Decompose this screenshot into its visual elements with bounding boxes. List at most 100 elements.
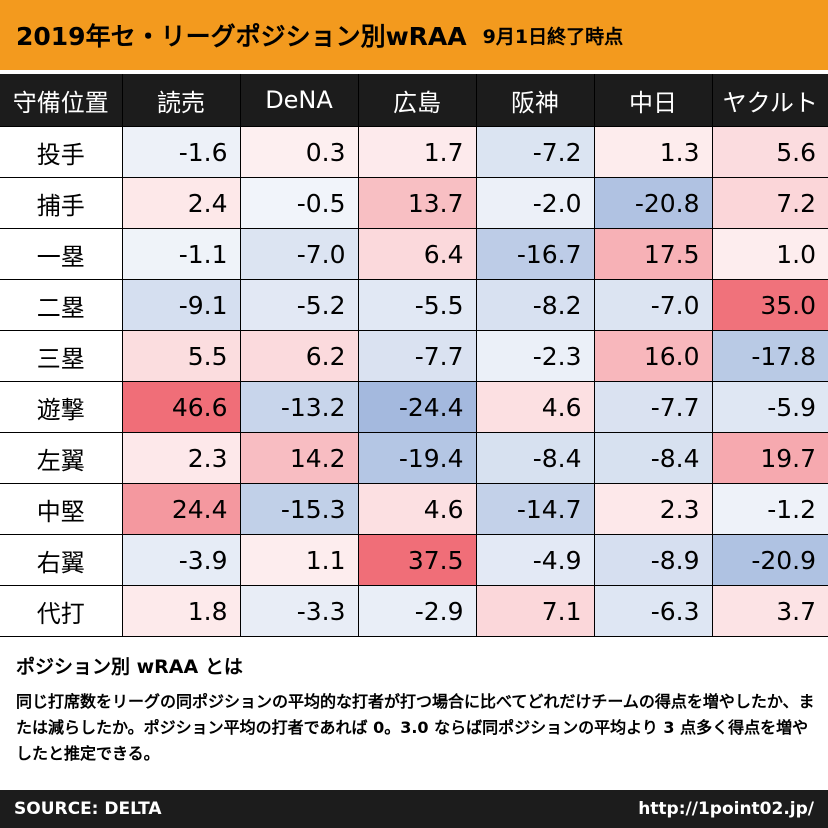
table-row: 左翼 2.3 14.2 -19.4 -8.4 -8.4 19.7 [0, 432, 828, 484]
value-cell: 35.0 [712, 279, 828, 331]
row-label: 遊撃 [0, 381, 123, 433]
value-cell: -8.4 [594, 432, 713, 484]
value-cell: -4.9 [476, 534, 595, 586]
table-row: 遊撃 46.6 -13.2 -24.4 4.6 -7.7 -5.9 [0, 381, 828, 433]
table-row: 捕手 2.4 -0.5 13.7 -2.0 -20.8 7.2 [0, 177, 828, 229]
row-label: 三塁 [0, 330, 123, 382]
value-cell: 13.7 [358, 177, 477, 229]
value-cell: 1.0 [712, 228, 828, 280]
table-row: 二塁 -9.1 -5.2 -5.5 -8.2 -7.0 35.0 [0, 279, 828, 331]
value-cell: -20.8 [594, 177, 713, 229]
value-cell: -1.2 [712, 483, 828, 535]
column-header: ヤクルト [712, 74, 828, 127]
value-cell: -6.3 [594, 585, 713, 637]
value-cell: -5.9 [712, 381, 828, 433]
value-cell: 24.4 [122, 483, 241, 535]
wraa-table: 守備位置 読売 DeNA 広島 阪神 中日 ヤクルト 投手 -1.6 0.3 1.7 -7.2 1.… [0, 74, 828, 637]
column-header: 阪神 [476, 74, 595, 127]
table-header-row: 守備位置 読売 DeNA 広島 阪神 中日 ヤクルト [0, 74, 828, 127]
column-header: 中日 [594, 74, 713, 127]
value-cell: 37.5 [358, 534, 477, 586]
value-cell: 16.0 [594, 330, 713, 382]
value-cell: 7.2 [712, 177, 828, 229]
chart-subtitle: 9月1日終了時点 [482, 25, 624, 48]
row-label: 捕手 [0, 177, 123, 229]
value-cell: -16.7 [476, 228, 595, 280]
table-row: 三塁 5.5 6.2 -7.7 -2.3 16.0 -17.8 [0, 330, 828, 382]
value-cell: -1.1 [122, 228, 241, 280]
table-row: 投手 -1.6 0.3 1.7 -7.2 1.3 5.6 [0, 126, 828, 178]
value-cell: -2.3 [476, 330, 595, 382]
row-label: 左翼 [0, 432, 123, 484]
note-section: ポジション別 wRAA とは 同じ打席数をリーグの同ポジションの平均的な打者が打… [16, 652, 816, 767]
value-cell: 1.8 [122, 585, 241, 637]
value-cell: 19.7 [712, 432, 828, 484]
value-cell: -0.5 [240, 177, 359, 229]
value-cell: -2.0 [476, 177, 595, 229]
value-cell: 3.7 [712, 585, 828, 637]
value-cell: 7.1 [476, 585, 595, 637]
value-cell: -19.4 [358, 432, 477, 484]
value-cell: 17.5 [594, 228, 713, 280]
value-cell: -17.8 [712, 330, 828, 382]
value-cell: 1.1 [240, 534, 359, 586]
footer-bar: SOURCE: DELTA http://1point02.jp/ [0, 790, 828, 828]
value-cell: -15.3 [240, 483, 359, 535]
value-cell: 4.6 [476, 381, 595, 433]
note-body: 同じ打席数をリーグの同ポジションの平均的な打者が打つ場合に比べてどれだけチームの… [16, 692, 815, 763]
row-label: 二塁 [0, 279, 123, 331]
value-cell: -24.4 [358, 381, 477, 433]
value-cell: -8.9 [594, 534, 713, 586]
value-cell: -7.0 [594, 279, 713, 331]
row-label: 投手 [0, 126, 123, 178]
source-label: SOURCE: DELTA [14, 799, 162, 819]
value-cell: 2.3 [594, 483, 713, 535]
value-cell: -7.7 [358, 330, 477, 382]
source-url: http://1point02.jp/ [638, 799, 814, 819]
value-cell: 0.3 [240, 126, 359, 178]
value-cell: 2.4 [122, 177, 241, 229]
value-cell: -5.2 [240, 279, 359, 331]
row-label: 中堅 [0, 483, 123, 535]
value-cell: 6.2 [240, 330, 359, 382]
table-body: 投手 -1.6 0.3 1.7 -7.2 1.3 5.6 捕手 2.4 -0.5 13.7 -2.0-… [0, 126, 828, 637]
table-row: 中堅 24.4 -15.3 4.6 -14.7 2.3 -1.2 [0, 483, 828, 535]
note-title: ポジション別 wRAA とは [16, 656, 243, 678]
value-cell: -8.4 [476, 432, 595, 484]
value-cell: -5.5 [358, 279, 477, 331]
value-cell: -3.9 [122, 534, 241, 586]
value-cell: -7.7 [594, 381, 713, 433]
value-cell: -2.9 [358, 585, 477, 637]
value-cell: -20.9 [712, 534, 828, 586]
value-cell: -9.1 [122, 279, 241, 331]
value-cell: 1.3 [594, 126, 713, 178]
column-header: 読売 [122, 74, 241, 127]
value-cell: -8.2 [476, 279, 595, 331]
table-row: 一塁 -1.1 -7.0 6.4 -16.7 17.5 1.0 [0, 228, 828, 280]
value-cell: 5.5 [122, 330, 241, 382]
corner-header: 守備位置 [0, 74, 123, 127]
value-cell: -1.6 [122, 126, 241, 178]
value-cell: 1.7 [358, 126, 477, 178]
table-row: 右翼 -3.9 1.1 37.5 -4.9 -8.9 -20.9 [0, 534, 828, 586]
row-label: 右翼 [0, 534, 123, 586]
value-cell: 4.6 [358, 483, 477, 535]
column-header: 広島 [358, 74, 477, 127]
table-row: 代打 1.8 -3.3 -2.9 7.1 -6.3 3.7 [0, 585, 828, 637]
value-cell: 6.4 [358, 228, 477, 280]
value-cell: -7.0 [240, 228, 359, 280]
column-header: DeNA [240, 74, 359, 127]
value-cell: 46.6 [122, 381, 241, 433]
value-cell: -7.2 [476, 126, 595, 178]
value-cell: 14.2 [240, 432, 359, 484]
row-label: 代打 [0, 585, 123, 637]
header-bar: 2019年セ・リーグポジション別wRAA 9月1日終了時点 [0, 0, 828, 70]
value-cell: -14.7 [476, 483, 595, 535]
value-cell: 2.3 [122, 432, 241, 484]
row-label: 一塁 [0, 228, 123, 280]
value-cell: 5.6 [712, 126, 828, 178]
value-cell: -13.2 [240, 381, 359, 433]
chart-title: 2019年セ・リーグポジション別wRAA [16, 22, 467, 51]
value-cell: -3.3 [240, 585, 359, 637]
